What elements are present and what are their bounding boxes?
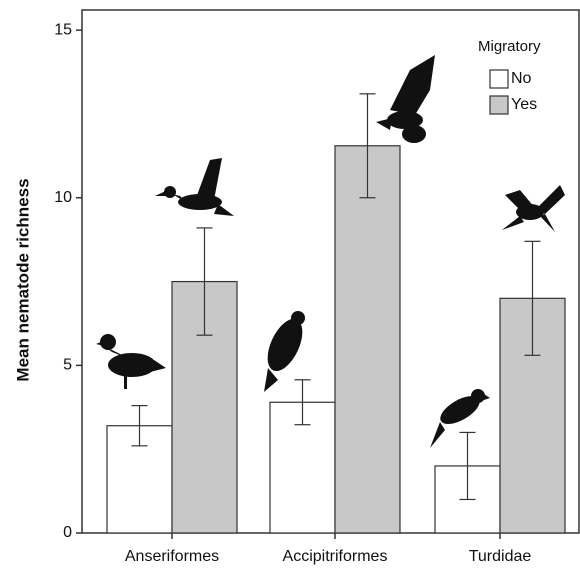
legend-label: Yes bbox=[511, 96, 537, 113]
flying-thrush-icon bbox=[502, 185, 565, 232]
legend-swatch bbox=[489, 95, 509, 115]
bar bbox=[334, 145, 401, 534]
duck-icon bbox=[96, 334, 166, 389]
flying-duck-icon bbox=[155, 158, 234, 216]
y-tick-label: 5 bbox=[63, 357, 72, 374]
y-tick-label: 10 bbox=[54, 189, 72, 206]
y-tick-label: 0 bbox=[63, 524, 72, 541]
legend-label: No bbox=[511, 70, 532, 87]
x-tick-label: Turdidae bbox=[469, 548, 532, 565]
hawk-icon bbox=[264, 311, 305, 392]
thrush-icon bbox=[430, 389, 490, 448]
x-tick-label: Accipitriformes bbox=[283, 548, 388, 565]
x-tick-label: Anseriformes bbox=[125, 548, 219, 565]
eagle-icon bbox=[376, 55, 435, 143]
legend-title: Migratory bbox=[478, 38, 541, 55]
y-axis-label: Mean nematode richness bbox=[13, 178, 32, 381]
y-tick-label: 15 bbox=[54, 21, 72, 38]
legend-swatch bbox=[489, 69, 509, 89]
bird-icons bbox=[96, 55, 565, 448]
